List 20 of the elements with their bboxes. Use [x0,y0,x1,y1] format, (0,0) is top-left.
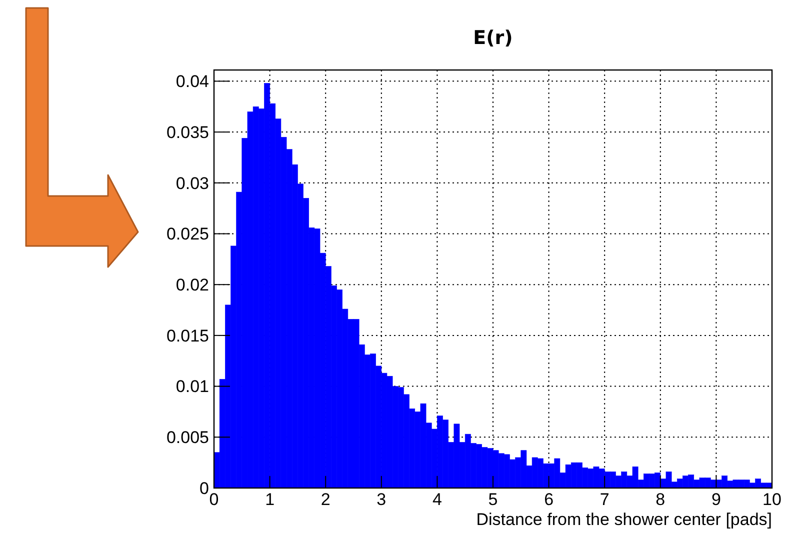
x-tick-label: 7 [600,490,610,509]
x-tick-label: 5 [488,490,498,509]
y-tick-label: 0.005 [166,428,209,448]
y-tick-label: 0.025 [166,224,209,244]
y-tick-label: 0.03 [176,174,209,193]
x-tick-label: 2 [320,490,330,509]
x-tick-label: 9 [711,490,721,509]
x-tick-label: 1 [265,490,275,509]
x-tick-label: 8 [656,490,666,509]
x-tick-label: 4 [432,490,442,509]
y-tick-label: 0.02 [176,276,209,295]
y-tick-label: 0.015 [166,326,209,346]
x-tick-label: 6 [544,490,554,509]
y-tick-label: 0.04 [176,72,209,92]
x-tick-label: 10 [762,490,782,509]
y-tick-label: 0.035 [166,122,209,142]
chart-title: E(r) [473,27,513,49]
x-tick-label: 3 [376,490,386,509]
y-tick-label: 0.01 [176,377,209,396]
x-axis-title: Distance from the shower center [pads] [476,510,772,529]
